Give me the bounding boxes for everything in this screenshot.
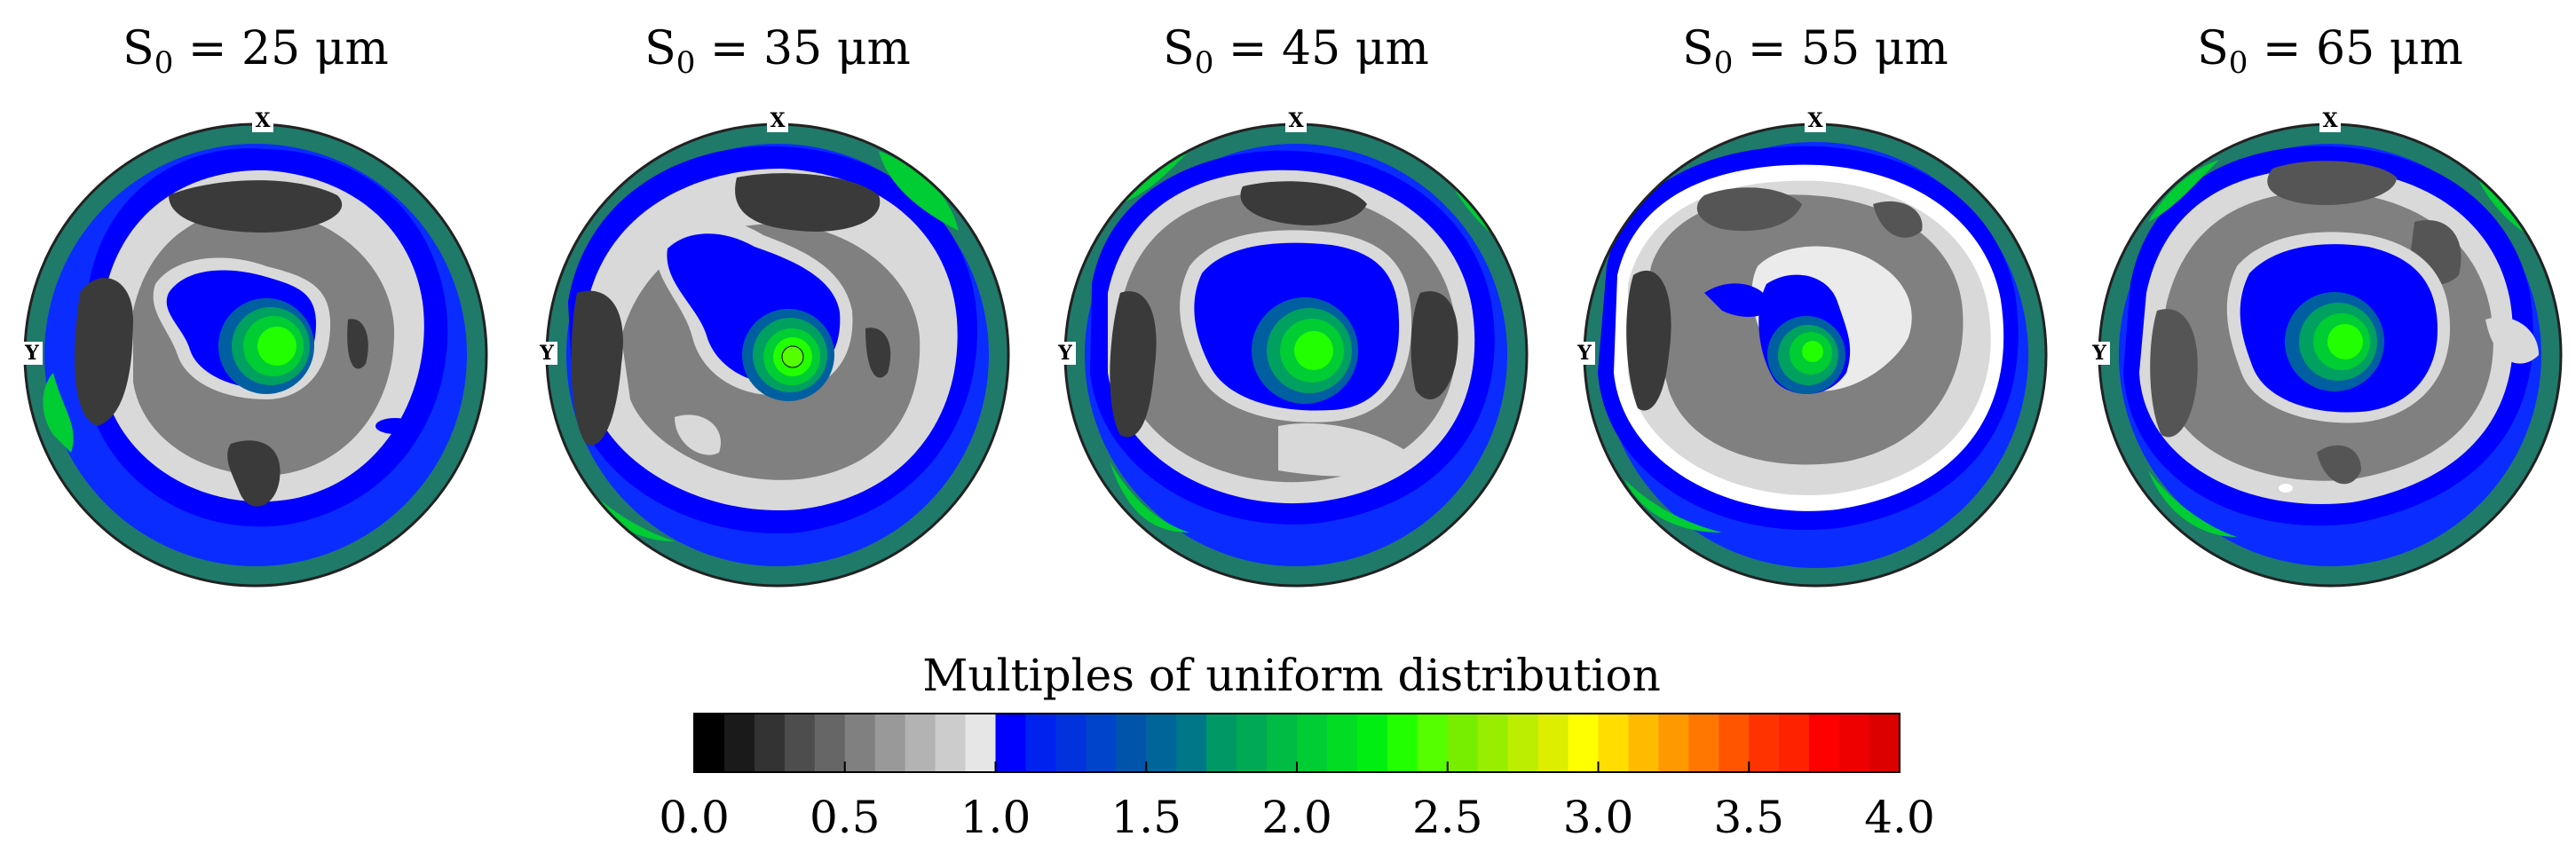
colorbar-swatch — [1568, 714, 1600, 772]
colorbar-tick-label: 2.5 — [1412, 792, 1483, 843]
pole-figure-65: S0 = 65 μm X Y — [2089, 22, 2563, 588]
colorbar-tick-label: 2.0 — [1261, 792, 1332, 843]
colorbar-swatch — [844, 714, 876, 772]
colorbar-swatch — [1869, 714, 1900, 772]
y-axis-label: Y — [2091, 342, 2106, 365]
colorbar-swatch — [814, 714, 846, 772]
panel-title-25: S0 = 25 μm — [122, 22, 389, 81]
colorbar-swatch — [1537, 714, 1569, 772]
y-axis-label: Y — [1576, 342, 1592, 365]
colorbar-swatch — [935, 714, 967, 772]
colorbar-swatch — [1779, 714, 1810, 772]
colorbar-swatch — [1447, 714, 1479, 772]
colorbar-swatch — [905, 714, 936, 772]
x-axis-label: X — [770, 109, 786, 132]
colorbar-swatch — [1688, 714, 1719, 772]
colorbar-swatch — [1206, 714, 1237, 772]
colorbar-swatch — [874, 714, 906, 772]
colorbar-tick-label: 1.0 — [960, 792, 1031, 843]
colorbar-tick-label: 0.5 — [810, 792, 881, 843]
colorbar-tick-label: 0.0 — [659, 792, 730, 843]
colorbar-tick-label: 4.0 — [1864, 792, 1935, 843]
y-axis-label: Y — [1057, 342, 1072, 365]
colorbar-swatch — [1417, 714, 1449, 772]
colorbar-swatch — [694, 714, 725, 772]
colorbar-swatch — [1356, 714, 1388, 772]
colorbar-swatch — [1839, 714, 1870, 772]
pole-figure-45: S0 = 45 μm X Y — [1055, 22, 1529, 588]
colorbar-ticks: 0.0 0.5 1.0 1.5 2.0 2.5 3.0 3.5 4.0 — [659, 761, 1935, 843]
colorbar-swatch — [754, 714, 786, 772]
colorbar-swatch — [1086, 714, 1117, 772]
colorbar-swatch — [723, 714, 755, 772]
colorbar-tick-label: 3.0 — [1563, 792, 1634, 843]
pole-figure-55: S0 = 55 μm X Y — [1574, 22, 2048, 588]
y-axis-label: Y — [539, 342, 554, 365]
panel-title-65: S0 = 65 μm — [2197, 22, 2463, 81]
panel-title-35: S0 = 35 μm — [644, 22, 911, 81]
colorbar-title: Multiples of uniform distribution — [922, 650, 1661, 701]
colorbar-swatch — [965, 714, 997, 772]
x-axis-label: X — [2322, 109, 2338, 132]
colorbar-swatch — [1267, 714, 1298, 772]
colorbar-swatch — [1176, 714, 1207, 772]
pole-figure-35: S0 = 35 μm X Y — [536, 22, 1010, 588]
colorbar-swatch — [1387, 714, 1418, 772]
colorbar-swatch — [1749, 714, 1780, 772]
panel-title-55: S0 = 55 μm — [1682, 22, 1948, 81]
pole-figure-25: S0 = 25 μm X Y — [21, 22, 488, 588]
colorbar-tick-label: 3.5 — [1713, 792, 1784, 843]
colorbar-swatch — [1055, 714, 1087, 772]
y-axis-label: Y — [24, 342, 39, 365]
colorbar-swatches — [694, 714, 1900, 772]
colorbar-swatch — [1326, 714, 1358, 772]
colorbar-swatch — [1297, 714, 1328, 772]
colorbar-swatch — [1025, 714, 1056, 772]
x-axis-label: X — [255, 109, 271, 132]
x-axis-label: X — [1288, 109, 1304, 132]
panel-title-45: S0 = 45 μm — [1163, 22, 1429, 81]
colorbar-swatch — [784, 714, 816, 772]
colorbar-swatch — [1719, 714, 1750, 772]
colorbar-swatch — [1598, 714, 1630, 772]
colorbar-swatch — [1477, 714, 1509, 772]
colorbar-swatch — [1237, 714, 1268, 772]
colorbar-tick-label: 1.5 — [1110, 792, 1181, 843]
colorbar-swatch — [1628, 714, 1659, 772]
colorbar-swatch — [1116, 714, 1147, 772]
colorbar-swatch — [995, 714, 1027, 772]
colorbar-swatch — [1146, 714, 1177, 772]
colorbar-swatch — [1507, 714, 1539, 772]
colorbar-swatch — [1658, 714, 1689, 772]
colorbar: Multiples of uniform distribution 0.0 0.5… — [659, 650, 1935, 843]
colorbar-swatch — [1809, 714, 1840, 772]
x-axis-label: X — [1807, 109, 1823, 132]
